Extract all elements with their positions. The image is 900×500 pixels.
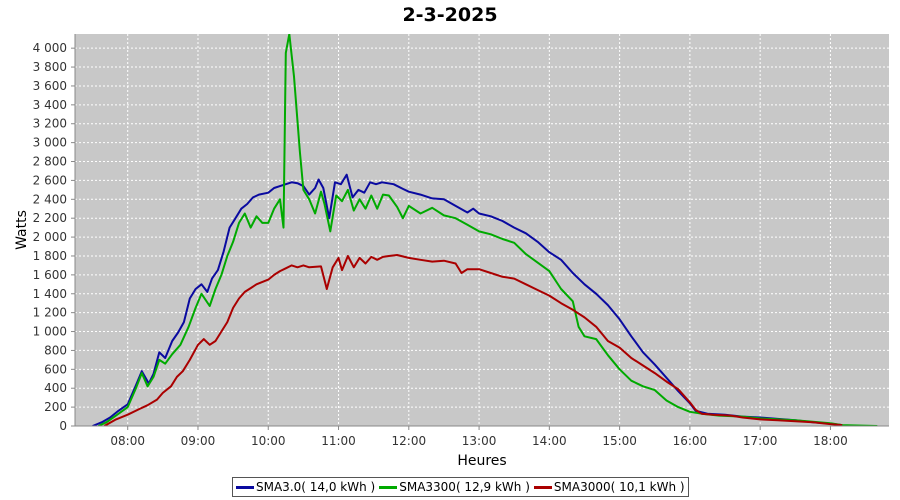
x-tick-label: 12:00	[392, 434, 427, 448]
plot-area	[75, 34, 889, 426]
legend-item-2: SMA3300( 12,9 kWh )	[379, 480, 530, 494]
legend: SMA3.0( 14,0 kWh ) SMA3300( 12,9 kWh ) SMA…	[232, 477, 689, 497]
y-tick-label: 1 200	[33, 306, 67, 320]
grid-lines	[75, 34, 889, 427]
y-tick-label: 3 800	[33, 60, 67, 74]
y-tick-label: 2 600	[33, 173, 67, 187]
y-axis-label: Watts	[14, 210, 30, 250]
legend-swatch	[236, 485, 254, 489]
x-tick-label: 09:00	[181, 434, 216, 448]
y-tick-label: 2 000	[33, 230, 67, 244]
y-axis-ticks: 0 200 400 600 800 1 000 1 200 1 400 1 600 1 800 2 …	[33, 41, 75, 433]
x-axis-ticks: 08:00 09:00 10:00 11:00 12:00 13:00 14:00 15:00…	[110, 426, 848, 448]
y-tick-label: 800	[44, 343, 67, 357]
legend-label: SMA3300( 12,9 kWh )	[399, 480, 530, 494]
x-tick-label: 13:00	[462, 434, 497, 448]
y-tick-label: 1 600	[33, 268, 67, 282]
x-tick-label: 10:00	[251, 434, 286, 448]
x-tick-label: 14:00	[532, 434, 567, 448]
y-tick-label: 1 400	[33, 287, 67, 301]
y-tick-label: 3 000	[33, 136, 67, 150]
x-axis-label: Heures	[457, 453, 506, 469]
legend-swatch	[533, 485, 552, 489]
legend-item-3: SMA3000( 10,1 kWh )	[533, 480, 685, 494]
y-tick-label: 2 800	[33, 155, 67, 169]
x-tick-label: 08:00	[110, 434, 145, 448]
series-layer	[92, 34, 878, 426]
legend-label: SMA3000( 10,1 kWh )	[553, 480, 685, 494]
y-tick-label: 3 400	[33, 98, 67, 112]
x-tick-label: 17:00	[743, 434, 778, 448]
legend-item-1: SMA3.0( 14,0 kWh )	[236, 480, 375, 494]
x-tick-label: 15:00	[602, 434, 637, 448]
x-tick-label: 16:00	[673, 434, 708, 448]
x-tick-label: 11:00	[321, 434, 356, 448]
y-tick-label: 1 000	[33, 325, 67, 339]
y-tick-label: 400	[44, 381, 67, 395]
y-tick-label: 3 600	[33, 79, 67, 93]
y-tick-label: 200	[44, 400, 67, 414]
x-tick-label: 18:00	[813, 434, 848, 448]
legend-swatch	[379, 485, 398, 489]
legend-label: SMA3.0( 14,0 kWh )	[256, 480, 376, 494]
y-tick-label: 1 800	[33, 249, 67, 263]
series-line-2	[97, 34, 878, 426]
series-line-3	[103, 254, 843, 426]
y-tick-label: 2 400	[33, 192, 67, 206]
axes	[74, 34, 889, 427]
y-tick-label: 3 200	[33, 117, 67, 131]
chart-title: 2-3-2025	[402, 4, 497, 26]
y-tick-label: 600	[44, 362, 67, 376]
y-tick-label: 2 200	[33, 211, 67, 225]
y-tick-label: 0	[59, 419, 67, 433]
series-line-1	[92, 173, 843, 426]
y-tick-label: 4 000	[33, 41, 67, 55]
